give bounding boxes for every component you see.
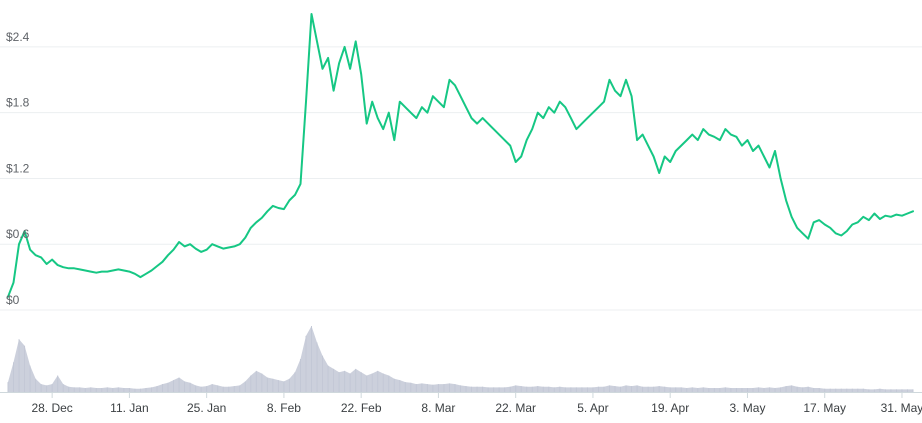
x-tick-label: 22. Mar xyxy=(495,401,536,415)
price-line xyxy=(7,13,914,298)
x-axis-ticks xyxy=(0,392,922,398)
x-tick-label: 5. Apr xyxy=(577,401,608,415)
x-axis-labels: 28. Dec 11. Jan 25. Jan 8. Feb 22. Feb 8. Mar… xyxy=(31,401,922,415)
y-tick-label: $1.8 xyxy=(6,96,30,110)
y-tick-label: $0 xyxy=(6,293,20,307)
x-tick-label: 31. May xyxy=(881,401,922,415)
grid-lines xyxy=(0,46,922,311)
y-tick-label: $0.6 xyxy=(6,227,30,241)
x-tick-label: 8. Feb xyxy=(267,401,301,415)
x-tick-label: 22. Feb xyxy=(341,401,382,415)
x-tick-label: 28. Dec xyxy=(31,401,72,415)
volume-area xyxy=(8,326,913,392)
x-tick-label: 25. Jan xyxy=(187,401,226,415)
x-tick-label: 8. Mar xyxy=(421,401,455,415)
y-axis-labels: $0 $0.6 $1.2 $1.8 $2.4 xyxy=(6,30,30,307)
y-tick-label: $2.4 xyxy=(6,30,30,44)
y-tick-label: $1.2 xyxy=(6,161,30,175)
price-series-group xyxy=(7,13,914,298)
volume-area-group xyxy=(7,326,914,392)
x-tick-label: 3. May xyxy=(729,401,765,415)
x-tick-label: 19. Apr xyxy=(651,401,689,415)
x-tick-label: 11. Jan xyxy=(110,401,148,415)
x-tick-label: 17. May xyxy=(803,401,846,415)
